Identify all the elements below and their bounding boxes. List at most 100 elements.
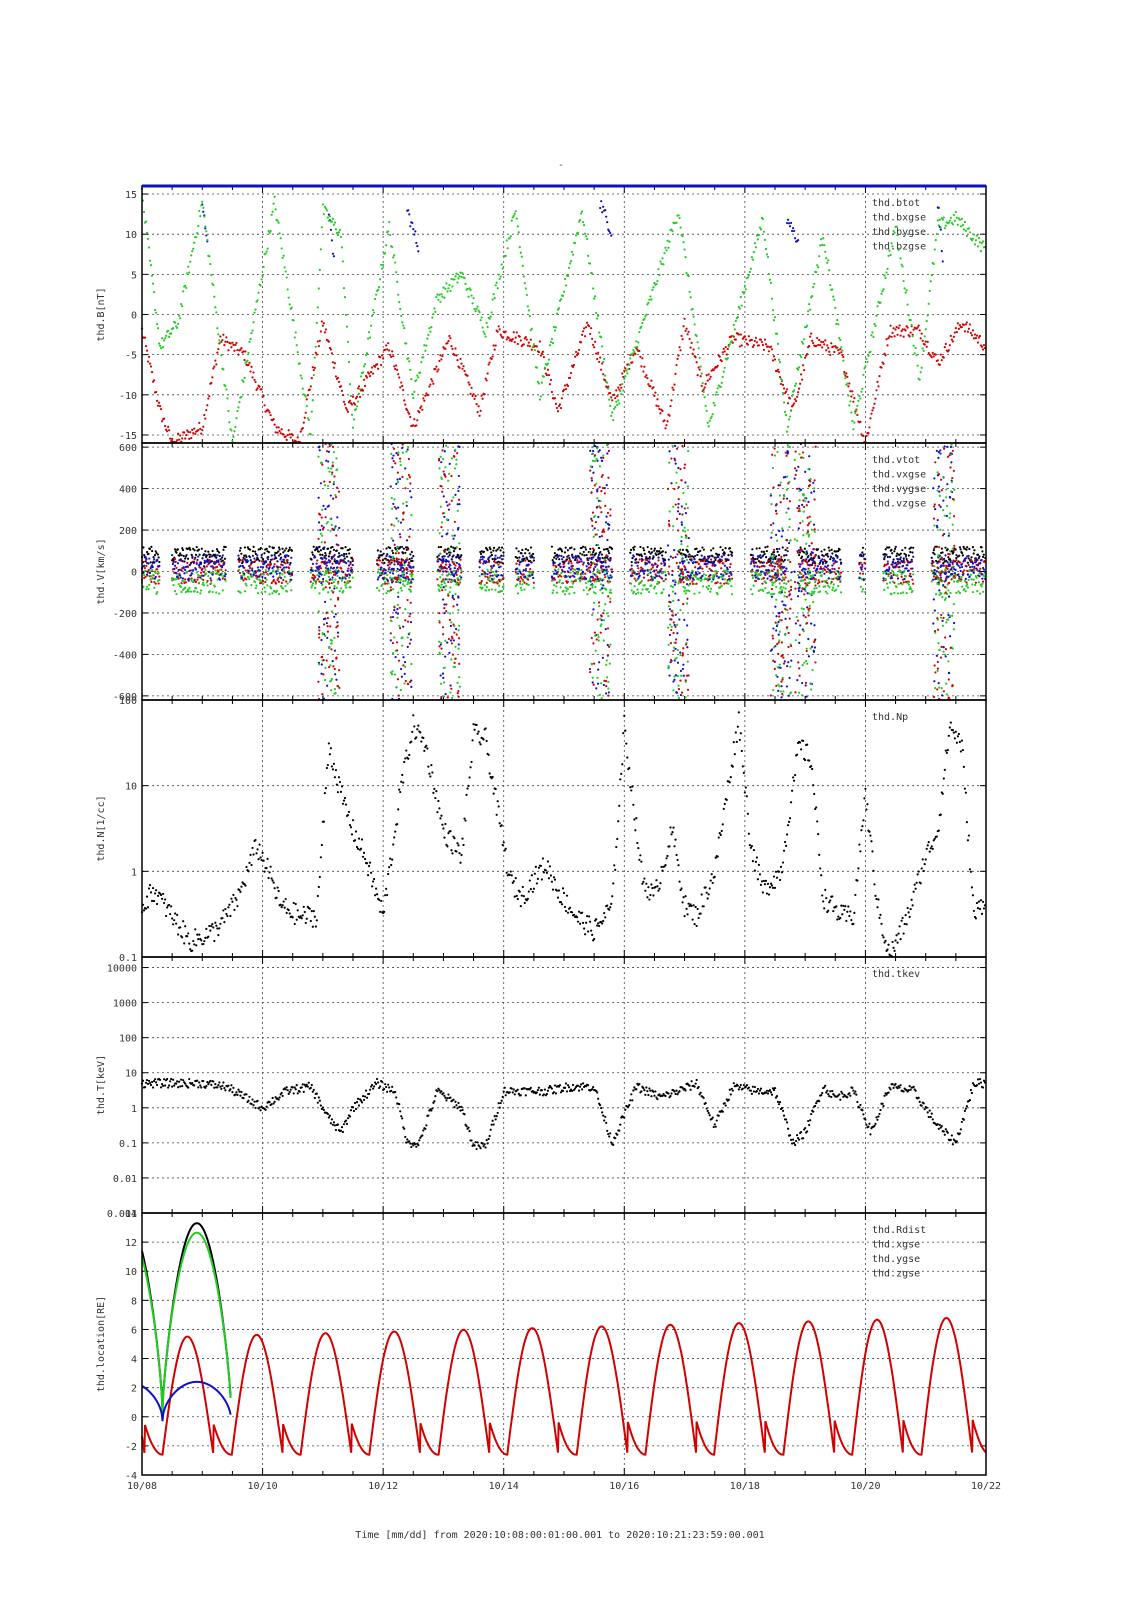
data-point	[439, 300, 442, 303]
velocity-point	[968, 547, 971, 551]
velocity-point	[764, 581, 768, 585]
data-point	[863, 367, 866, 370]
velocity-point	[499, 549, 502, 552]
data-point	[821, 346, 824, 349]
velocity-point	[500, 546, 504, 549]
data-point	[221, 338, 224, 342]
velocity-point	[692, 573, 695, 577]
data-point	[308, 388, 311, 391]
velocity-point	[331, 576, 334, 579]
data-point	[862, 434, 865, 437]
velocity-point	[490, 588, 493, 591]
data-point	[520, 255, 523, 258]
data-point	[960, 325, 963, 329]
data-point	[400, 314, 403, 317]
data-point	[254, 308, 257, 311]
velocity-point	[751, 593, 754, 596]
data-point	[779, 382, 783, 386]
velocity-point	[693, 592, 696, 595]
velocity-point	[479, 555, 483, 559]
velocity-point	[276, 560, 279, 563]
velocity-point	[448, 578, 451, 581]
velocity-point	[485, 586, 488, 589]
velocity-point	[758, 547, 761, 550]
velocity-point	[331, 578, 334, 581]
data-point	[816, 264, 819, 267]
velocity-point	[456, 577, 459, 580]
data-point	[377, 367, 380, 370]
data-point	[399, 307, 402, 311]
velocity-point	[157, 571, 160, 575]
data-point	[749, 267, 752, 270]
velocity-point	[411, 573, 414, 576]
data-point	[586, 321, 589, 324]
velocity-point	[179, 576, 182, 579]
data-point	[538, 398, 541, 401]
velocity-point	[664, 551, 667, 554]
data-point	[882, 362, 885, 365]
velocity-point	[516, 583, 519, 586]
velocity-point	[686, 570, 689, 574]
data-point	[197, 429, 200, 432]
data-point	[170, 440, 173, 443]
data-point	[464, 282, 467, 285]
velocity-point	[714, 573, 717, 576]
velocity-point	[770, 569, 773, 572]
velocity-point	[553, 561, 556, 564]
velocity-point	[450, 545, 453, 548]
data-point	[362, 378, 366, 381]
velocity-point	[194, 553, 198, 556]
velocity-point	[242, 579, 245, 582]
data-point	[296, 351, 299, 354]
data-point	[739, 333, 742, 336]
data-point	[446, 342, 449, 345]
data-point	[880, 292, 883, 295]
velocity-point	[195, 562, 198, 565]
data-point	[543, 366, 547, 369]
velocity-point	[445, 574, 448, 577]
velocity-point	[378, 556, 381, 559]
data-point	[659, 260, 662, 263]
data-point	[187, 265, 190, 268]
data-point	[298, 362, 301, 365]
velocity-point	[560, 582, 564, 585]
velocity-point	[256, 554, 259, 557]
velocity-point	[638, 574, 641, 577]
data-point	[619, 383, 622, 386]
data-point	[599, 206, 602, 210]
data-point	[878, 375, 881, 378]
data-point	[772, 355, 776, 358]
data-point	[722, 370, 725, 373]
data-point	[822, 340, 825, 344]
data-point	[759, 338, 763, 341]
velocity-point	[344, 584, 347, 587]
data-point	[197, 224, 200, 227]
data-point	[506, 247, 509, 250]
velocity-point	[650, 575, 653, 578]
velocity-point	[248, 578, 251, 581]
data-point	[708, 419, 711, 422]
data-point	[757, 344, 761, 347]
data-point	[272, 418, 275, 421]
velocity-point	[805, 561, 809, 564]
velocity-point	[480, 579, 483, 583]
velocity-point	[325, 564, 328, 567]
velocity-point	[899, 592, 902, 595]
velocity-point	[208, 561, 211, 564]
velocity-point	[189, 548, 192, 551]
velocity-point	[210, 579, 213, 582]
velocity-point	[202, 574, 205, 577]
data-point	[797, 391, 800, 394]
velocity-point	[405, 572, 408, 575]
data-point	[892, 229, 895, 233]
velocity-point	[347, 567, 350, 570]
velocity-point	[154, 582, 157, 585]
velocity-point	[682, 576, 685, 579]
data-point	[639, 355, 642, 358]
velocity-point	[316, 548, 319, 551]
velocity-point	[321, 577, 325, 581]
data-point	[288, 433, 291, 436]
velocity-point	[799, 546, 802, 549]
data-point	[855, 409, 858, 412]
data-point	[922, 349, 925, 352]
